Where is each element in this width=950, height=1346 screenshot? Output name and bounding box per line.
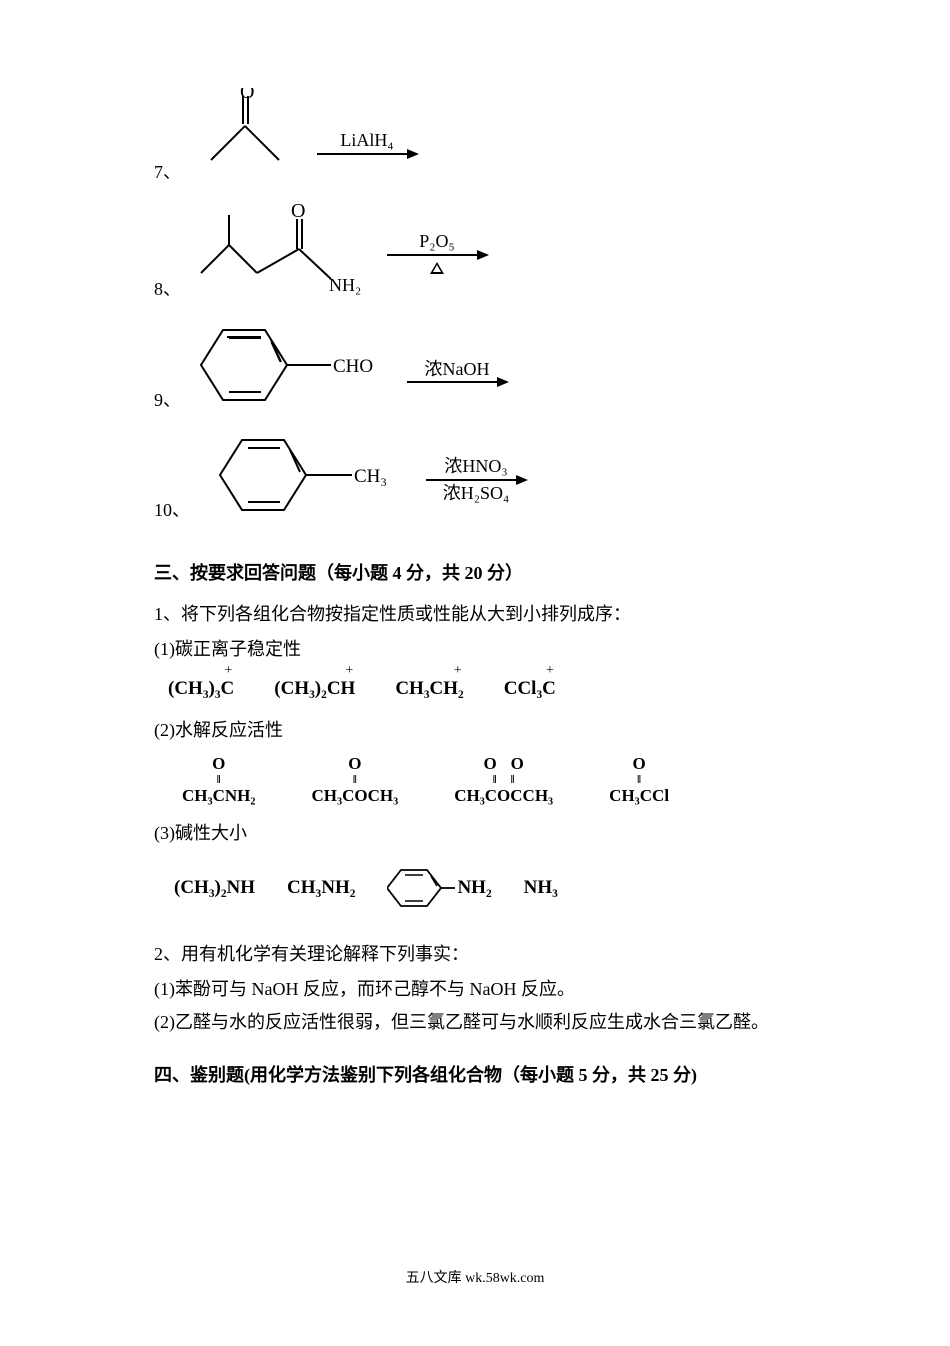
cation-row: +(CH₃)₃C +(CH₃)₂CH +CH₃CH₂ +CCl₃C — [168, 674, 802, 704]
reaction-10: 10、 CH₃ 浓HNO₃ 浓H₂SO₄ — [154, 428, 802, 531]
sub3-label: (3)碱性大小 — [154, 819, 802, 848]
svg-text:O: O — [240, 88, 254, 103]
footer-text: 五八文库 wk.58wk.com — [0, 1268, 950, 1290]
svg-text:CH₃: CH₃ — [354, 466, 387, 487]
q2-intro: 2、用有机化学有关理论解释下列事实： — [154, 940, 802, 969]
arrow-9: 浓NaOH — [407, 355, 507, 384]
reagent-8-bot — [430, 254, 444, 283]
reaction-7: 7、 O LiAlH₄ — [154, 88, 802, 193]
arrow-8: P₂O₅ — [387, 227, 487, 283]
q1-intro: 1、将下列各组化合物按指定性质或性能从大到小排列成序： — [154, 600, 802, 629]
amide-structure: O NH₂ — [191, 201, 371, 310]
reagent-7-top: LiAlH₄ — [340, 126, 393, 155]
section3-heading: 三、按要求回答问题（每小题 4 分，共 20 分） — [154, 559, 802, 588]
base-b: CH₃NH₂ — [287, 873, 355, 903]
reagent-9-top: 浓NaOH — [425, 355, 490, 384]
section4-heading: 四、鉴别题(用化学方法鉴别下列各组化合物（每小题 5 分，共 25 分) — [154, 1061, 802, 1090]
arrow-7: LiAlH₄ — [317, 126, 417, 155]
reaction-8: 8、 O NH₂ P₂O₅ — [154, 201, 802, 310]
acetone-structure: O — [191, 88, 301, 193]
carbonyl-d: O ‖ CH₃CCl — [609, 755, 669, 806]
svg-text:O: O — [291, 201, 305, 222]
base-a: (CH₃)₂NH — [174, 873, 255, 903]
base-d: NH₃ — [524, 873, 558, 903]
carbonyl-a: O ‖ CH₃CNH₂ — [182, 755, 255, 806]
cation-b: +(CH₃)₂CH — [274, 674, 355, 704]
carbonyl-b: O ‖ CH₃COCH₃ — [311, 755, 398, 806]
reaction-9: 9、 CHO 浓NaOH — [154, 318, 802, 421]
basicity-row: (CH₃)₂NH CH₃NH₂ NH₂ NH₃ — [174, 862, 802, 914]
reagent-10-top: 浓HNO₃ — [444, 452, 507, 481]
toluene-structure: CH₃ — [200, 428, 410, 531]
cation-d: +CCl₃C — [504, 674, 556, 704]
q10-number: 10、 — [154, 496, 190, 531]
q9-number: 9、 — [154, 386, 181, 421]
reagent-10-bot: 浓H₂SO₄ — [443, 479, 510, 508]
q7-number: 7、 — [154, 158, 181, 193]
cation-c: +CH₃CH₂ — [395, 674, 463, 704]
base-c: NH₂ — [387, 862, 491, 914]
svg-text:CHO: CHO — [333, 356, 373, 377]
arrow-10: 浓HNO₃ 浓H₂SO₄ — [426, 452, 526, 508]
svg-text:NH₂: NH₂ — [329, 275, 361, 295]
sub1-label: (1)碳正离子稳定性 — [154, 635, 802, 664]
q2-1: (1)苯酚可与 NaOH 反应，而环己醇不与 NaOH 反应。 — [154, 975, 802, 1004]
cation-a: +(CH₃)₃C — [168, 674, 234, 704]
reagent-8-top: P₂O₅ — [419, 227, 455, 256]
q8-number: 8、 — [154, 275, 181, 310]
q2-2: (2)乙醛与水的反应活性很弱，但三氯乙醛可与水顺利反应生成水合三氯乙醛。 — [154, 1008, 802, 1037]
carbonyl-c: OO ‖‖ CH₃COCCH₃ — [454, 755, 553, 806]
benzaldehyde-structure: CHO — [191, 318, 391, 421]
carbonyl-row: O ‖ CH₃CNH₂ O ‖ CH₃COCH₃ OO ‖‖ CH₃COCCH₃… — [182, 755, 802, 806]
sub2-label: (2)水解反应活性 — [154, 716, 802, 745]
